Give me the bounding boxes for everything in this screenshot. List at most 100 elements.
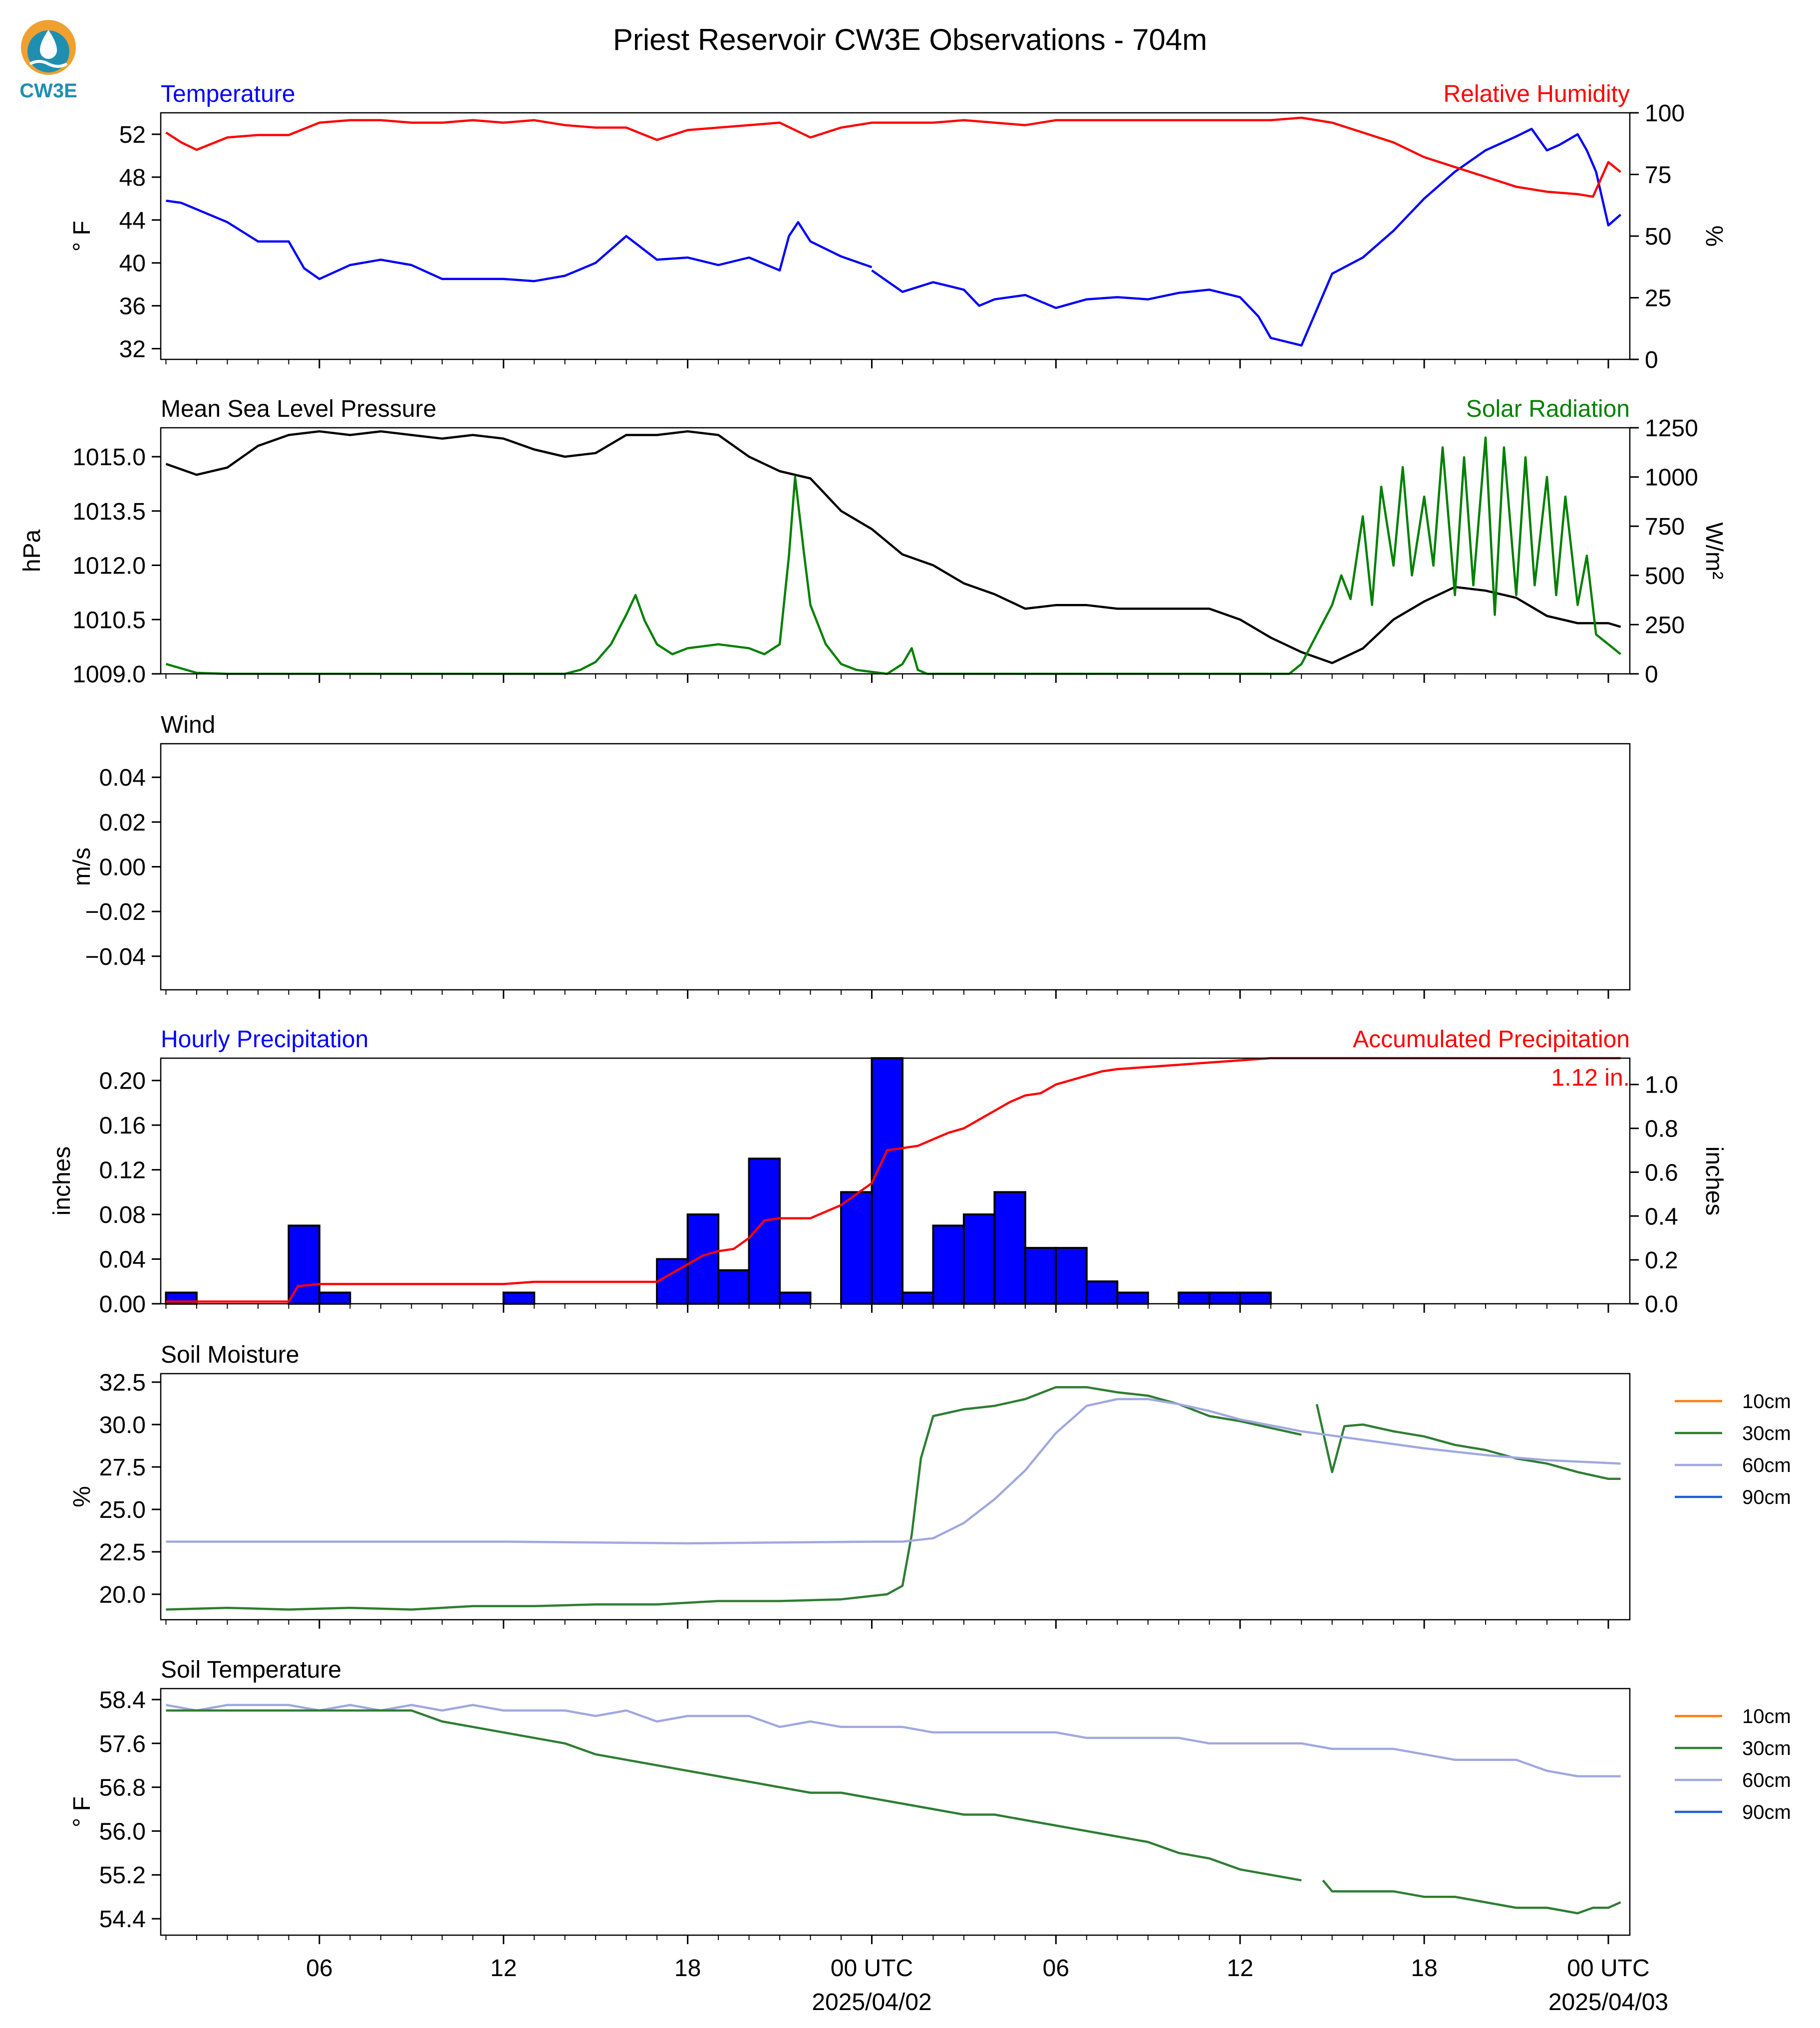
precip-bar (901, 1291, 934, 1305)
y-axis-label: m/s (69, 848, 95, 886)
y2-tick-label: 0.0 (1645, 1291, 1678, 1318)
legend-label: 90cm (1742, 1486, 1791, 1508)
y2-tick-label: 500 (1645, 563, 1685, 589)
y-tick-label: 1013.5 (72, 499, 146, 525)
figure-title: Priest Reservoir CW3E Observations - 704… (613, 23, 1207, 56)
series-line-green (165, 436, 1622, 675)
panel-temp_rh: Temperature Relative Humidity 32 36 40 44 48 52… (69, 81, 1727, 373)
y-tick-label: 54.4 (99, 1906, 146, 1933)
panel-title-left: Soil Moisture (161, 1342, 299, 1368)
y2-tick-label: 1250 (1645, 415, 1698, 442)
precip-bar (993, 1191, 1026, 1305)
y2-tick-label: 1000 (1645, 465, 1698, 491)
legend-label: 30cm (1742, 1738, 1791, 1759)
series-line-black (165, 430, 1621, 664)
y2-tick-label: 0.2 (1645, 1247, 1678, 1274)
legend-label: 60cm (1742, 1769, 1791, 1791)
y-tick-label: −0.04 (85, 944, 146, 970)
panel-frame (160, 1057, 1631, 1305)
y-axis-label: inches (49, 1147, 75, 1216)
y-axis-label: hPa (19, 529, 45, 572)
y-tick-label: 1015.0 (72, 444, 146, 471)
precip-bar (288, 1224, 320, 1305)
series-line-30cm (166, 1709, 1302, 1882)
panel-title-left: Soil Temperature (161, 1657, 341, 1683)
y2-tick-label: 0.4 (1645, 1203, 1678, 1230)
panel-frame (160, 743, 1631, 991)
panel-soil_moisture: Soil Moisture 20.0 22.5 25.0 27.5 30.0 32.5% 10… (69, 1342, 1791, 1629)
precip-bar (717, 1269, 750, 1305)
y2-tick-label: 750 (1645, 514, 1685, 540)
series-line-30cm (1322, 1879, 1621, 1915)
panel-title-right: Solar Radiation (1466, 396, 1630, 422)
y-tick-label: 52 (119, 122, 146, 148)
precip-bar (748, 1158, 781, 1305)
y-axis-label: ° F (69, 221, 95, 252)
panel-title-right: Relative Humidity (1444, 81, 1630, 107)
y-tick-label: 1012.0 (72, 553, 146, 579)
y-tick-label: 0.12 (99, 1158, 146, 1184)
y-tick-label: 57.6 (99, 1731, 146, 1757)
y-tick-label: 25.0 (99, 1497, 146, 1523)
precip-bar (318, 1291, 351, 1305)
y-tick-label: 40 (119, 251, 146, 277)
panel-pressure_solar: Mean Sea Level Pressure Solar Radiation 10… (19, 396, 1727, 688)
series-line-red (166, 1057, 1621, 1303)
panel-title-left: Mean Sea Level Pressure (161, 396, 436, 422)
precip-bar (1024, 1247, 1057, 1305)
y2-tick-label: 0.8 (1645, 1116, 1678, 1143)
y2-tick-label: 25 (1645, 286, 1671, 312)
y-tick-label: 44 (119, 208, 146, 234)
y2-axis-label: % (1701, 226, 1727, 247)
precip-bar (871, 1057, 904, 1305)
panel-frame (160, 1688, 1631, 1936)
series-line-60cm (166, 1704, 1621, 1777)
series-line-30cm (1315, 1404, 1621, 1480)
precip-bar (1178, 1291, 1211, 1305)
precip-bar (932, 1224, 965, 1305)
x-tick-label: 18 (1411, 1955, 1437, 1982)
precip-bar (1208, 1291, 1241, 1305)
precip-bar (962, 1213, 996, 1305)
y2-tick-label: 0 (1645, 661, 1658, 688)
precip-bar (1055, 1247, 1088, 1305)
y-tick-label: 27.5 (99, 1454, 146, 1481)
y-tick-label: 22.5 (99, 1539, 146, 1566)
y-tick-label: 0.04 (99, 1247, 146, 1273)
y2-tick-label: 0.6 (1645, 1159, 1678, 1186)
series-line-blue (871, 127, 1622, 347)
series-line-red (165, 116, 1622, 198)
y-tick-label: 0.02 (99, 810, 146, 836)
y-tick-label: 36 (119, 293, 146, 320)
x-tick-label: 06 (306, 1955, 332, 1982)
legend-label: 60cm (1742, 1454, 1791, 1476)
y-axis-label: % (69, 1486, 95, 1507)
wave-icon (29, 60, 68, 68)
precip-bar (1085, 1280, 1119, 1305)
legend-label: 10cm (1742, 1706, 1791, 1728)
series-line-60cm (166, 1398, 1621, 1545)
x-date-label: 2025/04/03 (1548, 1989, 1668, 2016)
legend-label: 30cm (1742, 1423, 1791, 1445)
panel-soil_temp: Soil Temperature 54.4 55.2 56.0 56.8 57.6 58.4… (69, 1657, 1791, 1944)
logo-text: CW3E (19, 80, 77, 102)
y2-tick-label: 50 (1645, 224, 1671, 250)
y-tick-label: 30.0 (99, 1412, 146, 1439)
panel-title-left: Temperature (161, 81, 295, 107)
series-line-blue (166, 199, 873, 283)
panel-precip: Hourly Precipitation Accumulated Precipit… (49, 1026, 1727, 1318)
y-tick-label: 0.20 (99, 1068, 146, 1095)
y2-axis-label: W/m² (1701, 522, 1727, 579)
x-tick-label: 18 (674, 1955, 701, 1982)
y-axis-label: ° F (69, 1796, 95, 1827)
y2-tick-label: 75 (1645, 162, 1671, 189)
x-tick-label: 06 (1043, 1955, 1069, 1982)
y-tick-label: 0.08 (99, 1202, 146, 1228)
x-date-label: 2025/04/02 (812, 1989, 931, 2016)
panel-wind: Wind −0.04 −0.02 0.00 0.02 0.04 m/s (69, 712, 1631, 999)
x-tick-label: 12 (1227, 1955, 1253, 1982)
panel-frame (160, 1373, 1631, 1621)
y-tick-label: 1010.5 (72, 607, 146, 633)
y-tick-label: −0.02 (85, 899, 146, 925)
